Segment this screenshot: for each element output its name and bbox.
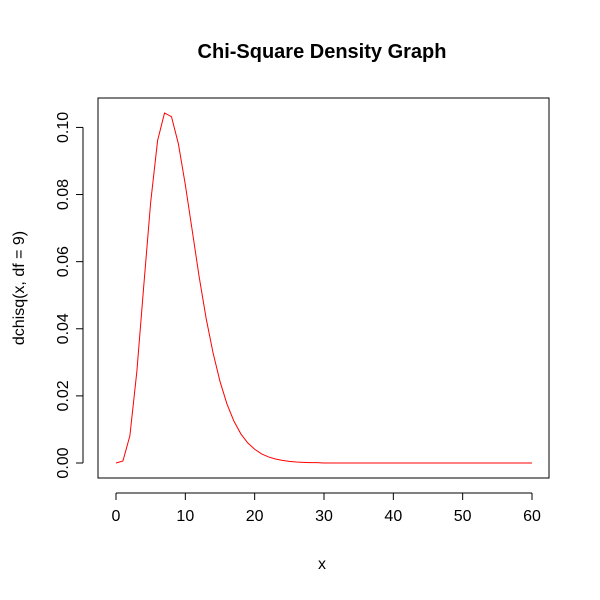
chart-title: Chi-Square Density Graph: [198, 41, 447, 63]
density-line: [115, 112, 532, 464]
x-tick-label: 40: [384, 508, 402, 525]
y-axis-label: dchisq(x, df = 9): [11, 231, 28, 345]
y-tick-label: 0.10: [55, 112, 72, 143]
x-tick-label: 0: [112, 508, 121, 525]
y-tick-label: 0.06: [55, 246, 72, 277]
x-tick-label: 60: [523, 508, 541, 525]
x-tick-label: 10: [176, 508, 194, 525]
x-tick-label: 50: [454, 508, 472, 525]
y-tick-label: 0.08: [55, 179, 72, 210]
y-tick-label: 0.02: [55, 380, 72, 411]
y-tick-label: 0.04: [55, 313, 72, 344]
y-tick-label: 0.00: [55, 447, 72, 478]
plot-frame: [97, 97, 550, 479]
x-axis-label: x: [318, 556, 326, 573]
y-axis: 0.00 0.02 0.04 0.06 0.08 0.10: [55, 112, 84, 479]
x-tick-label: 30: [315, 508, 333, 525]
x-tick-label: 20: [246, 508, 264, 525]
x-axis: 0 10 20 30 40 50 60: [112, 492, 541, 525]
